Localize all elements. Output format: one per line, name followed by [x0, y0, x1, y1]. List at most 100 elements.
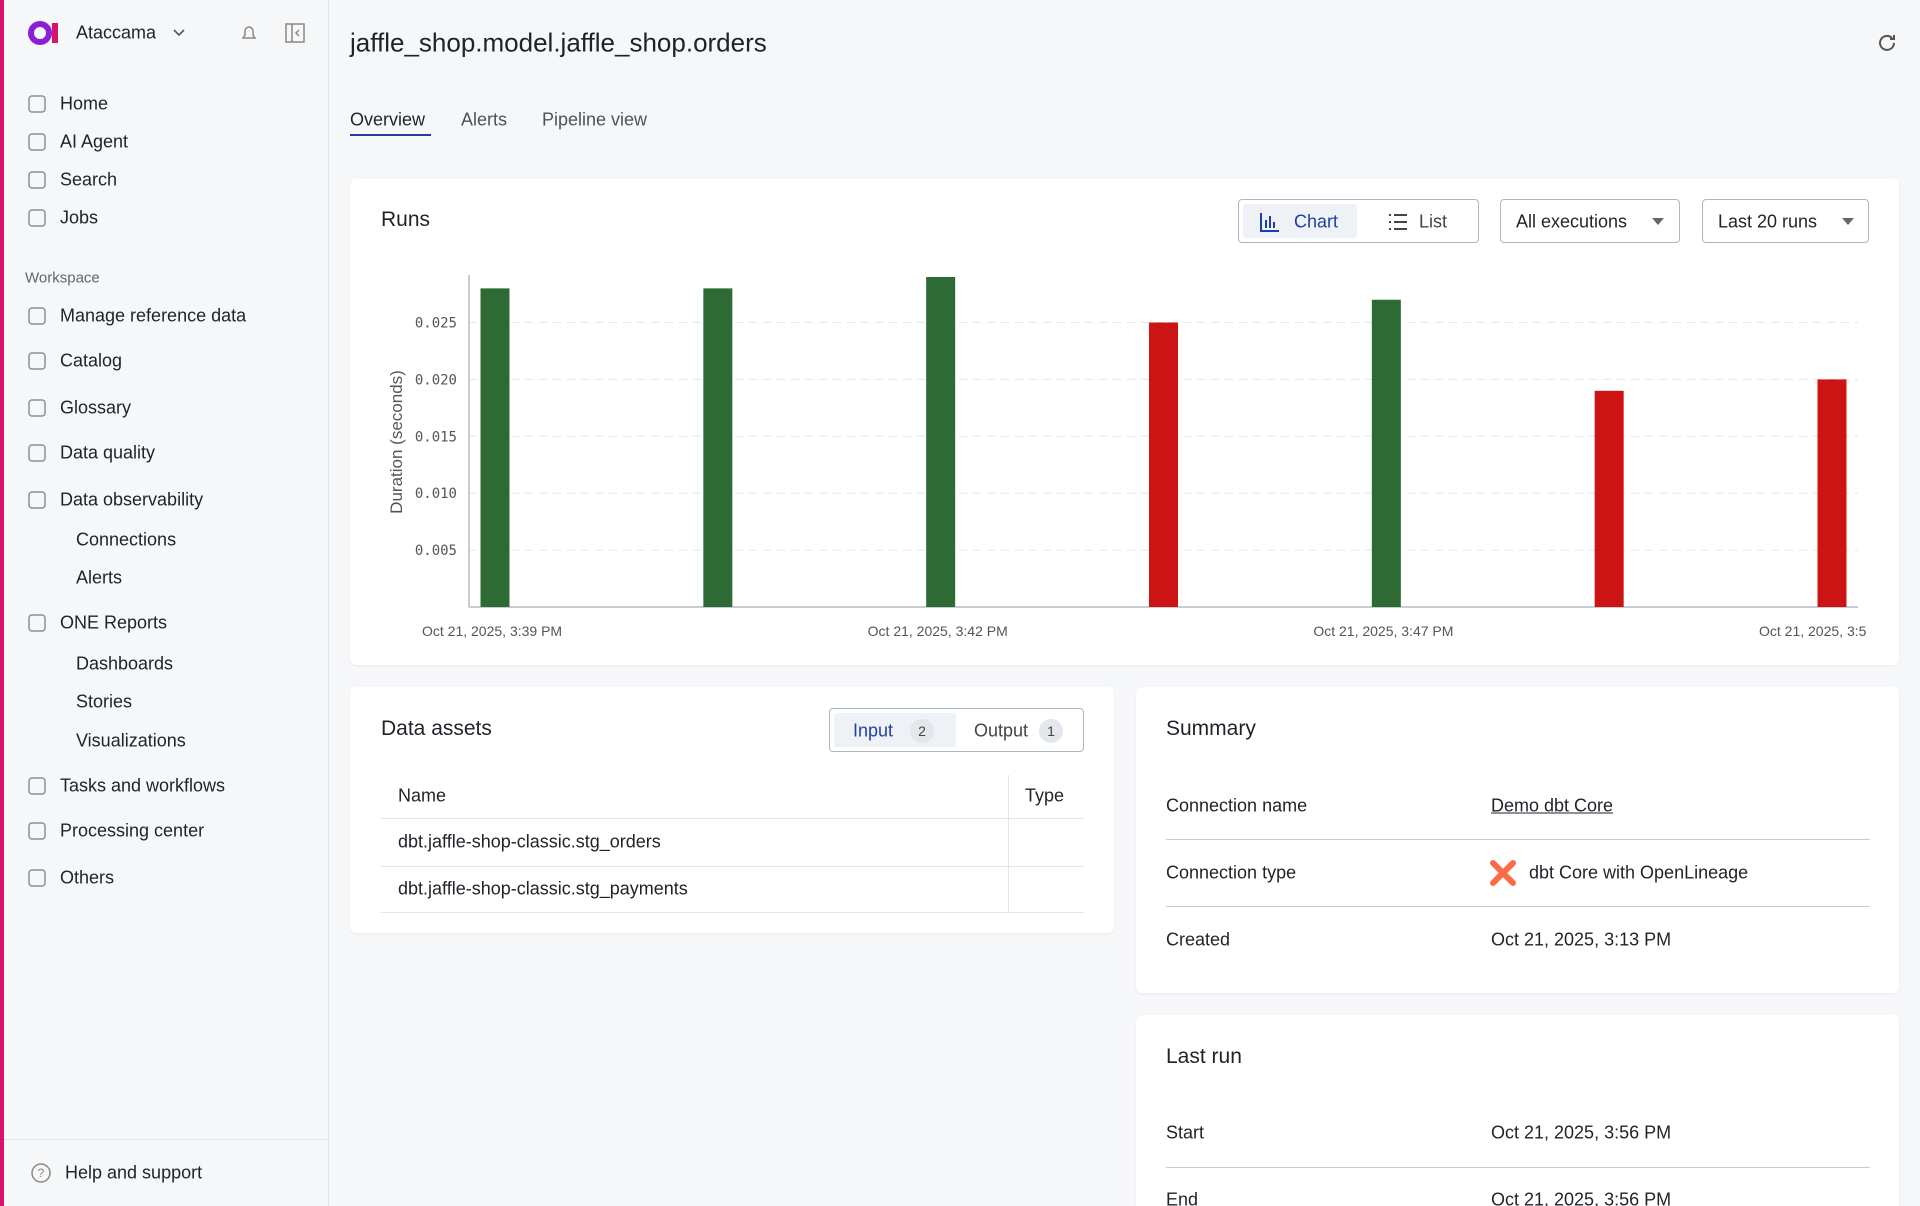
row-line [381, 818, 1084, 819]
field-value: Oct 21, 2025, 3:13 PM [1491, 929, 1672, 950]
chart-icon [1260, 213, 1279, 232]
row-line [1166, 1167, 1870, 1168]
dropdown[interactable]: All executions [1500, 199, 1680, 243]
tab[interactable]: Alerts [461, 109, 508, 130]
field-label: Connection type [1166, 862, 1297, 883]
caret [1652, 218, 1664, 225]
page-title: jaffle_shop.model.jaffle_shop.orders [350, 27, 767, 58]
chart: 0.005 0.010 0.015 0.020 0.025 Duration (secon… [387, 275, 1867, 639]
nav-subitem[interactable]: Visualizations [76, 730, 186, 751]
nav-item[interactable]: Manage reference data [60, 305, 247, 326]
x-tick-label: Oct 21, 2025, 3:42 PM [868, 623, 1008, 639]
nav-item[interactable]: Others [60, 867, 115, 888]
nav-icon [28, 869, 46, 887]
tab-label[interactable]: Output [974, 720, 1029, 741]
x-tick-label: Oct 21, 2025, 3:5 [1759, 623, 1867, 639]
connection-link[interactable]: Demo dbt Core [1491, 795, 1614, 816]
tab[interactable]: Pipeline view [542, 109, 648, 130]
toggle-option[interactable]: List [1419, 211, 1448, 232]
y-axis-title: Duration (seconds) [387, 370, 406, 514]
help-link[interactable]: Help and support [65, 1162, 203, 1183]
bell-icon[interactable] [238, 22, 260, 44]
toggle-option[interactable]: Chart [1294, 211, 1339, 232]
io-toggle: Input 2 Output 1 [829, 708, 1084, 752]
accent-stripe [0, 0, 4, 1206]
count-badge: 1 [1039, 719, 1063, 743]
caret [1842, 218, 1854, 225]
tab-active[interactable]: Overview [350, 109, 426, 130]
bar [1149, 322, 1178, 607]
workspace-name[interactable]: Ataccama [76, 22, 157, 43]
nav-item[interactable]: Search [60, 169, 118, 190]
nav-subitem[interactable]: Connections [76, 529, 177, 550]
nav-icon [28, 777, 46, 795]
field-label: End [1166, 1189, 1199, 1206]
bar [703, 288, 733, 607]
row-line [1166, 906, 1870, 907]
table-cell[interactable]: dbt.jaffle-shop-classic.stg_payments [398, 878, 688, 899]
nav-item[interactable]: Glossary [60, 397, 132, 418]
runs-card: Runs Chart List All executions Last 20 r… [350, 179, 1899, 665]
nav-item[interactable]: Home [60, 93, 109, 114]
nav-icon [28, 444, 46, 462]
y-tick-label: 0.020 [415, 372, 457, 388]
bar [1371, 299, 1401, 607]
y-tick-label: 0.025 [415, 316, 457, 332]
collapse-icon[interactable] [284, 22, 306, 44]
card-title: Last run [1166, 1045, 1242, 1068]
nav-item[interactable]: Tasks and workflows [60, 775, 226, 796]
field-value: Oct 21, 2025, 3:56 PM [1491, 1122, 1672, 1143]
nav-icon [28, 614, 46, 632]
dropdown-label: Last 20 runs [1718, 211, 1818, 232]
row-line [381, 912, 1084, 913]
field-label: Created [1166, 929, 1231, 950]
nav-item[interactable]: Processing center [60, 820, 205, 841]
nav-item[interactable]: Data quality [60, 442, 156, 463]
list-icon [1389, 214, 1407, 230]
nav-subitem[interactable]: Dashboards [76, 653, 174, 674]
card-title: Summary [1166, 717, 1256, 740]
chevron[interactable] [172, 26, 186, 40]
column-divider [1008, 775, 1009, 912]
column-header[interactable]: Type [1025, 785, 1065, 806]
nav-item[interactable]: Catalog [60, 350, 123, 371]
nav-icon [28, 171, 46, 189]
nav-icon [28, 95, 46, 113]
bar [480, 288, 510, 607]
last-run-card: Last run Start Oct 21, 2025, 3:56 PM End… [1136, 1015, 1899, 1206]
view-toggle: Chart List [1238, 199, 1479, 243]
y-tick-label: 0.015 [415, 429, 457, 445]
nav-icon [28, 399, 46, 417]
field-label: Connection name [1166, 795, 1308, 816]
nav-subitem[interactable]: Stories [76, 691, 133, 712]
help-icon: ? [31, 1163, 51, 1183]
section-label: Workspace [25, 269, 100, 287]
nav-subitem[interactable]: Alerts [76, 567, 123, 588]
tab-underline [350, 134, 431, 136]
column-header[interactable]: Name [398, 785, 447, 806]
dropdown[interactable]: Last 20 runs [1702, 199, 1869, 243]
y-tick-label: 0.010 [415, 486, 457, 502]
row-line [381, 866, 1084, 867]
summary-card: Summary Connection name Demo dbt Core Co… [1136, 687, 1899, 993]
nav-item[interactable]: ONE Reports [60, 612, 168, 633]
dbt-icon [1490, 860, 1516, 886]
nav-item[interactable]: AI Agent [60, 131, 129, 152]
nav-item[interactable]: Jobs [60, 207, 99, 228]
field-label: Start [1166, 1122, 1205, 1143]
sidebar: Ataccama Home AI Agent Search Jobs Works… [0, 0, 329, 1206]
refresh-icon[interactable] [1875, 31, 1899, 55]
dropdown-label: All executions [1516, 211, 1628, 232]
table-cell[interactable]: dbt.jaffle-shop-classic.stg_orders [398, 831, 661, 852]
nav-icon [28, 209, 46, 227]
field-value: Oct 21, 2025, 3:56 PM [1491, 1189, 1672, 1206]
row-line [1166, 839, 1870, 840]
nav-icon [28, 133, 46, 151]
nav-item[interactable]: Data observability [60, 489, 204, 510]
x-tick-label: Oct 21, 2025, 3:39 PM [422, 623, 562, 639]
field-value: dbt Core with OpenLineage [1529, 862, 1749, 883]
x-tick-label: Oct 21, 2025, 3:47 PM [1313, 623, 1453, 639]
svg-text:?: ? [38, 1166, 45, 1180]
card-title: Data assets [381, 717, 492, 740]
tab-label[interactable]: Input [853, 720, 894, 741]
